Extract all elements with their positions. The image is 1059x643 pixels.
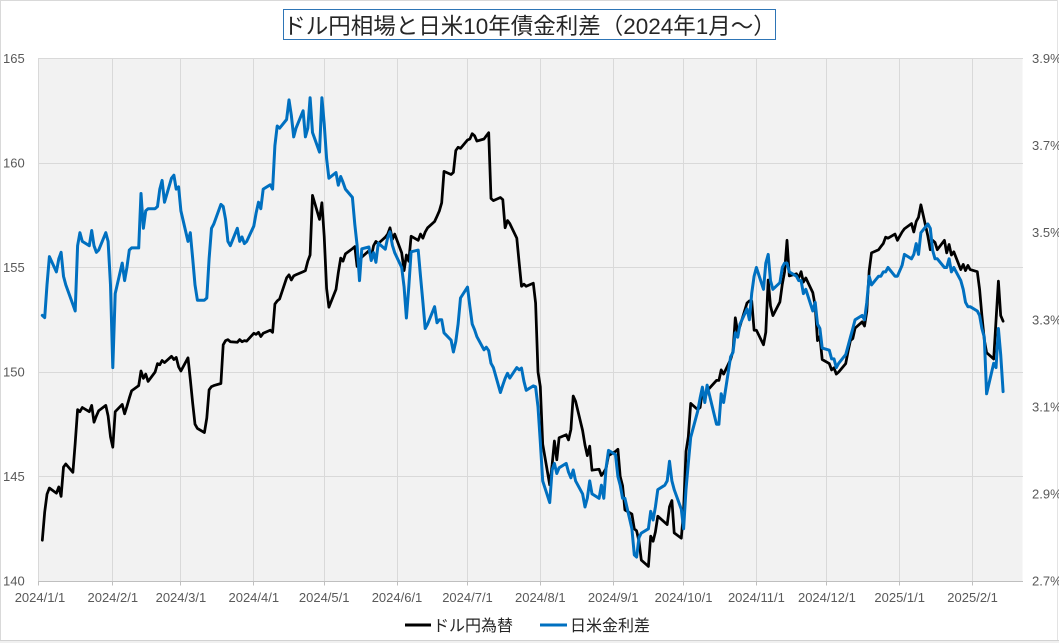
- svg-text:日米金利差: 日米金利差: [570, 617, 650, 635]
- svg-text:2024/1/1: 2024/1/1: [15, 590, 66, 605]
- svg-text:155: 155: [3, 260, 25, 275]
- svg-text:2024/2/1: 2024/2/1: [87, 590, 138, 605]
- svg-text:2024/12/1: 2024/12/1: [798, 590, 856, 605]
- svg-text:3.9%: 3.9%: [1032, 51, 1059, 66]
- svg-text:3.5%: 3.5%: [1032, 225, 1059, 240]
- svg-text:2024/4/1: 2024/4/1: [228, 590, 279, 605]
- svg-text:2.7%: 2.7%: [1032, 574, 1059, 589]
- svg-text:2024/6/1: 2024/6/1: [372, 590, 423, 605]
- svg-text:2024/5/1: 2024/5/1: [299, 590, 350, 605]
- svg-text:3.3%: 3.3%: [1032, 312, 1059, 327]
- svg-text:2025/1/1: 2025/1/1: [874, 590, 925, 605]
- svg-text:2024/11/1: 2024/11/1: [728, 590, 785, 605]
- svg-text:2024/3/1: 2024/3/1: [156, 590, 207, 605]
- svg-text:2024/9/1: 2024/9/1: [588, 590, 639, 605]
- svg-text:145: 145: [3, 469, 25, 484]
- svg-text:140: 140: [3, 574, 25, 589]
- svg-text:2024/7/1: 2024/7/1: [442, 590, 493, 605]
- svg-text:2025/2/1: 2025/2/1: [947, 590, 998, 605]
- svg-text:150: 150: [3, 365, 25, 380]
- svg-text:2024/8/1: 2024/8/1: [515, 590, 566, 605]
- svg-text:2.9%: 2.9%: [1032, 486, 1059, 501]
- svg-text:165: 165: [3, 51, 25, 66]
- svg-text:ドル円為替: ドル円為替: [433, 617, 513, 635]
- svg-text:3.7%: 3.7%: [1032, 138, 1059, 153]
- svg-text:160: 160: [3, 156, 25, 171]
- svg-text:2024/10/1: 2024/10/1: [655, 590, 713, 605]
- svg-text:3.1%: 3.1%: [1032, 399, 1059, 414]
